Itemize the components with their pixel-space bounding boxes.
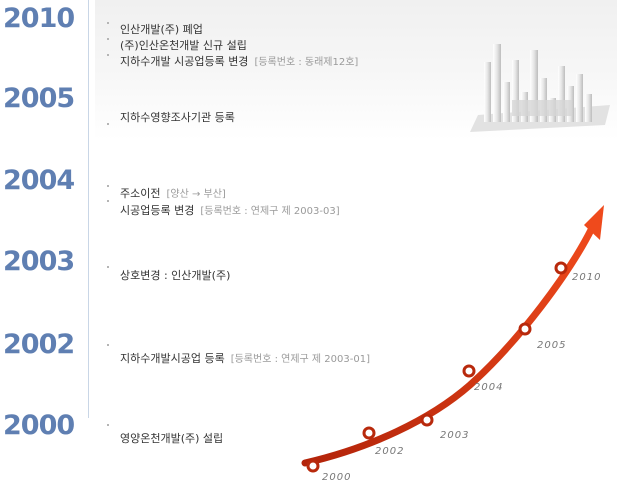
event-2004-registration-note: [등록번호 : 연제구 제 2003-03] [200, 206, 340, 217]
node-2005 [518, 322, 532, 336]
event-2003: 상호변경 : 인산개발(주) [120, 269, 231, 282]
event-2002-note: [등록번호 : 연제구 제 2003-01] [230, 354, 370, 365]
bullet-dot [107, 266, 109, 268]
bullet-dot [107, 424, 109, 426]
year-2004: 2004 [3, 165, 75, 196]
year-2003: 2003 [3, 246, 75, 277]
event-2010-registration-note: [등록번호 : 동래제12호] [254, 57, 359, 68]
bar-chart-illustration-icon [470, 44, 610, 132]
event-2010-closure: 인산개발(주) 폐업 [120, 23, 203, 36]
node-2000 [306, 459, 320, 473]
event-2002: 지하수개발시공업 등록 [등록번호 : 연제구 제 2003-01] [120, 352, 370, 365]
node-2004 [462, 364, 476, 378]
bullet-dot [107, 185, 109, 187]
curve-label-2005: 2005 [537, 340, 567, 351]
year-2002: 2002 [3, 329, 75, 360]
bullet-dot [107, 38, 109, 40]
event-2010-registration: 지하수개발 시공업등록 변경 [등록번호 : 동래제12호] [120, 55, 359, 68]
node-2002 [362, 426, 376, 440]
bullet-dot [107, 123, 109, 125]
timeline-axis [88, 0, 89, 418]
year-2000: 2000 [3, 410, 75, 441]
event-2004-address-note: [양산 → 부산] [166, 189, 226, 200]
event-2004-address: 주소이전 [양산 → 부산] [120, 187, 226, 200]
event-2004-registration: 시공업등록 변경 [등록번호 : 연제구 제 2003-03] [120, 204, 340, 217]
event-2010-establish: (주)인산온천개발 신규 설립 [120, 39, 247, 52]
event-2000: 영양온천개발(주) 설립 [120, 432, 224, 445]
year-2005: 2005 [3, 83, 75, 114]
bullet-dot [107, 22, 109, 24]
curve-label-2000: 2000 [322, 472, 352, 483]
node-2003 [420, 413, 434, 427]
bullet-dot [107, 344, 109, 346]
arrow-head-icon [584, 205, 604, 240]
curve-label-2004: 2004 [474, 382, 504, 393]
curve-label-2002: 2002 [375, 446, 405, 457]
year-2010: 2010 [3, 3, 75, 34]
bullet-dot [107, 200, 109, 202]
curve-label-2003: 2003 [440, 430, 470, 441]
node-2010 [554, 261, 568, 275]
event-2005: 지하수영향조사기관 등록 [120, 111, 235, 124]
curve-label-2010: 2010 [572, 272, 602, 283]
bullet-dot [107, 54, 109, 56]
